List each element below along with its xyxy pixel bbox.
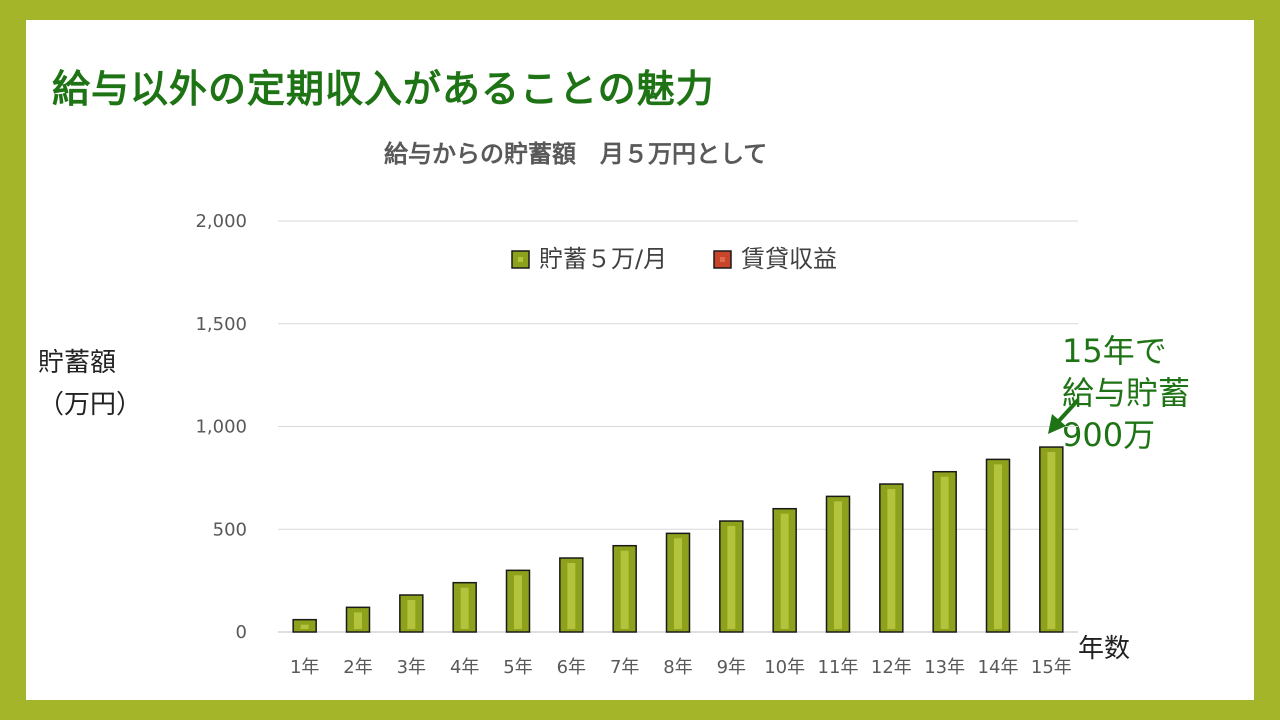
bar-highlight <box>1047 452 1056 629</box>
slide-title: 給与以外の定期収入があることの魅力 <box>52 67 715 111</box>
bar-highlight <box>674 538 682 629</box>
x-tick-label: 9年 <box>717 657 746 678</box>
x-tick-label: 6年 <box>557 657 586 678</box>
legend-label-savings: 貯蓄５万/月 <box>539 245 667 273</box>
x-tick-label: 7年 <box>610 657 639 678</box>
y-axis-label-line1: 貯蓄額 <box>38 348 117 378</box>
x-tick-layer: 1年 2年 3年 4年 5年 6年 7年 8年 9年 10年 11年 12年 13年 14年 15年 <box>290 657 1072 678</box>
bar-highlight <box>834 501 842 629</box>
x-tick-label: 13年 <box>924 657 965 678</box>
x-tick-label: 2年 <box>343 657 372 678</box>
bar-highlight <box>567 563 576 629</box>
x-tick-label: 11年 <box>818 657 859 678</box>
legend-label-rental: 賃貸収益 <box>741 245 837 273</box>
annotation-callout: 15年で 給与貯蓄 900万 <box>1062 330 1190 456</box>
y-tick-label: 2,000 <box>195 211 247 232</box>
legend: 貯蓄５万/月 賃貸収益 <box>511 245 837 273</box>
bar-highlight <box>354 612 362 629</box>
y-tick-label: 1,500 <box>195 314 247 335</box>
bar-highlight <box>887 489 896 629</box>
x-axis-label: 年数 <box>1078 634 1131 664</box>
x-tick-label: 15年 <box>1031 657 1072 678</box>
bar-highlight <box>727 526 736 629</box>
y-tick-label: 500 <box>213 519 247 540</box>
annotation-arrow-shaft <box>1055 398 1080 425</box>
x-tick-label: 4年 <box>450 657 479 678</box>
chart-title: 給与からの貯蓄額 月５万円として <box>384 140 768 168</box>
x-tick-label: 8年 <box>663 657 692 678</box>
bar-highlight <box>780 513 789 629</box>
annotation-arrow <box>1048 398 1080 434</box>
x-tick-label: 10年 <box>764 657 805 678</box>
annotation-line1: 15年で <box>1062 332 1167 370</box>
y-axis-label: 貯蓄額 （万円） <box>38 342 142 426</box>
annotation-line3: 900万 <box>1062 416 1156 454</box>
bar-highlight <box>407 600 416 629</box>
annotation-line2: 給与貯蓄 <box>1062 374 1191 412</box>
legend-swatch-savings-highlight <box>518 257 523 262</box>
x-tick-label: 3年 <box>397 657 426 678</box>
legend-swatch-rental-highlight <box>720 257 725 262</box>
bar-layer <box>292 446 1064 633</box>
x-tick-label: 14年 <box>978 657 1019 678</box>
bar-highlight <box>994 464 1002 629</box>
y-tick-label: 1,000 <box>195 417 247 438</box>
x-tick-label: 12年 <box>871 657 912 678</box>
bar-highlight <box>514 575 522 629</box>
y-tick-label: 0 <box>236 622 247 643</box>
x-tick-label: 5年 <box>503 657 532 678</box>
bar-highlight <box>940 476 949 629</box>
y-axis-label-line2: （万円） <box>38 390 143 420</box>
annotation-arrow-head <box>1048 414 1066 434</box>
bar-highlight <box>620 550 629 629</box>
y-tick-layer: 0 500 1,000 1,500 2,000 <box>195 211 247 643</box>
bar-highlight <box>460 587 469 629</box>
bar-highlight <box>300 624 309 629</box>
x-tick-label: 1年 <box>290 657 319 678</box>
